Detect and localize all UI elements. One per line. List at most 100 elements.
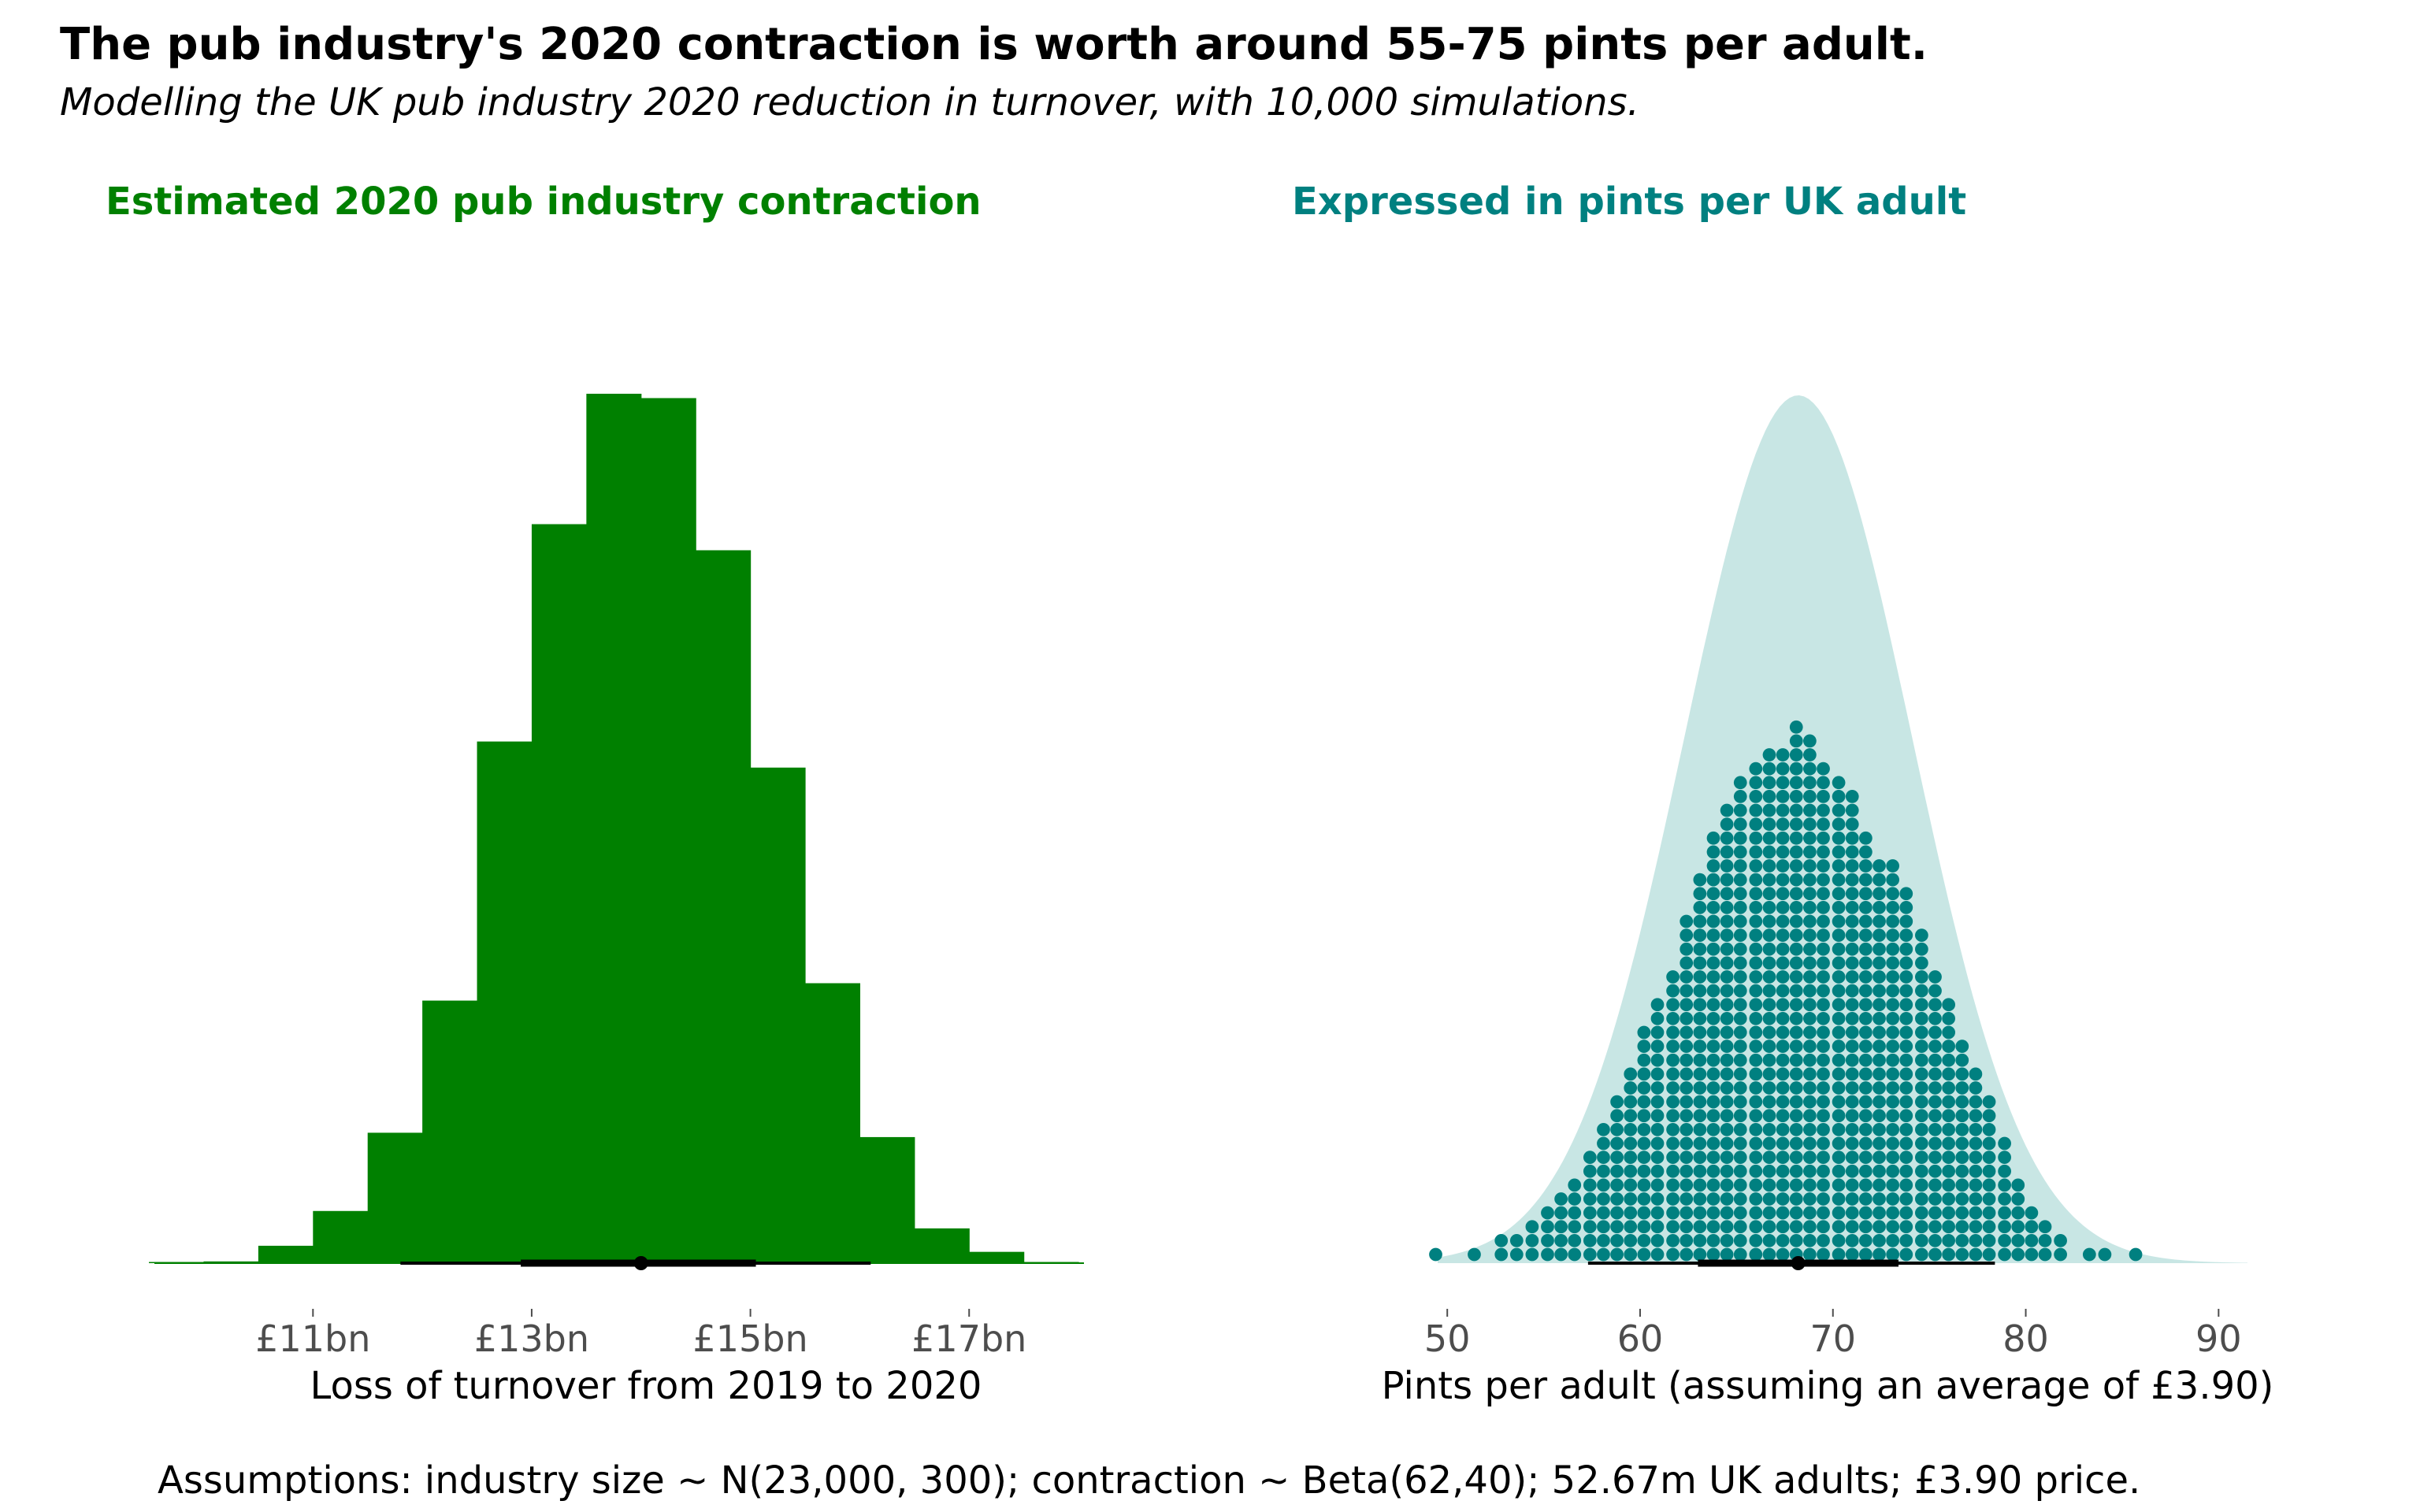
dot-point (1803, 1109, 1817, 1123)
dot-point (1733, 901, 1747, 914)
dot-point (1803, 928, 1817, 943)
dot-point (1749, 1192, 1763, 1206)
dot-point (1789, 873, 1803, 887)
dot-point (1803, 1206, 1817, 1220)
dot-point (1928, 1025, 1942, 1040)
dot-point (1914, 1012, 1928, 1025)
dot-point (1637, 1067, 1651, 1081)
right-x-axis-title: Pints per adult (assuming an average of … (1382, 1364, 2274, 1408)
dot-point (1666, 1012, 1680, 1025)
dot-point (1762, 831, 1776, 845)
dot-point (1693, 1247, 1707, 1262)
dot-point (1817, 817, 1830, 832)
dot-point (1914, 970, 1928, 984)
dot-point (1886, 1012, 1900, 1025)
histogram-bar (422, 1000, 478, 1263)
dot-point (1666, 1164, 1680, 1178)
dot-point (1817, 762, 1830, 776)
dot-point (1762, 748, 1776, 762)
dot-point (1942, 1192, 1956, 1206)
dot-point (1720, 998, 1734, 1012)
dot-point (1680, 984, 1694, 998)
dot-point (1650, 1234, 1665, 1247)
dot-point (1817, 1123, 1830, 1136)
dot-point (1998, 1206, 2011, 1220)
dot-point (1776, 762, 1790, 776)
dot-point (1886, 942, 1900, 956)
dot-point (1693, 1123, 1707, 1136)
histogram-bar (586, 394, 642, 1263)
dot-point (1859, 1220, 1873, 1234)
dot-point (1706, 1025, 1720, 1040)
dot-point (1969, 1164, 1983, 1178)
dot-point (1914, 1025, 1928, 1040)
dot-point (1650, 1123, 1665, 1136)
dot-point (1680, 1053, 1694, 1067)
dot-point (1789, 914, 1803, 928)
histogram-bar (805, 983, 861, 1263)
dot-point (1494, 1234, 1509, 1247)
dot-point (1899, 1234, 1913, 1247)
dot-point (1914, 1123, 1928, 1136)
dot-point (1720, 1012, 1734, 1025)
dot-point (1803, 776, 1817, 790)
dot-point (1762, 887, 1776, 901)
dot-point (1886, 914, 1900, 928)
dot-point (1873, 914, 1886, 928)
dot-point (1650, 1025, 1665, 1040)
dot-point (1650, 998, 1665, 1012)
dot-point (1969, 1136, 1983, 1151)
dot-point (1899, 1109, 1913, 1123)
chart-caption: Assumptions: industry size ~ N(23,000, 3… (158, 1458, 2141, 1503)
dot-point (1624, 1095, 1638, 1109)
dot-point (1832, 776, 1846, 790)
dot-point (1693, 1040, 1707, 1054)
right-dotplot-panel: 50 60 70 80 90 (1424, 395, 2247, 1360)
dot-point (1693, 1178, 1707, 1192)
dot-point (1817, 845, 1830, 859)
dot-point (1886, 1123, 1900, 1136)
dot-point (1845, 901, 1859, 914)
dot-point (1650, 1192, 1665, 1206)
dot-point (2011, 1178, 2025, 1192)
dot-point (1859, 928, 1873, 943)
dot-point (1817, 901, 1830, 914)
dot-point (1886, 984, 1900, 998)
dot-point (1762, 859, 1776, 873)
dot-point (1873, 887, 1886, 901)
dot-point (1525, 1234, 1539, 1247)
dot-point (1832, 1192, 1846, 1206)
dot-point (1650, 1164, 1665, 1178)
dot-point (1568, 1220, 1582, 1234)
dot-point (1762, 1247, 1776, 1262)
dot-point (1982, 1192, 1996, 1206)
dot-point (1693, 1234, 1707, 1247)
dot-point (1776, 790, 1790, 803)
dot-point (1733, 1136, 1747, 1151)
dot-point (1776, 1067, 1790, 1081)
dot-point (1859, 1123, 1873, 1136)
dot-point (1832, 831, 1846, 845)
dot-point (1873, 1109, 1886, 1123)
dot-point (1706, 956, 1720, 970)
dot-point (1873, 1012, 1886, 1025)
dot-point (1832, 1053, 1846, 1067)
dot-point (1720, 1067, 1734, 1081)
dot-point (1706, 1151, 1720, 1165)
dot-point (1720, 956, 1734, 970)
dot-point (1886, 1164, 1900, 1178)
dot-point (1914, 956, 1928, 970)
dot-point (1776, 873, 1790, 887)
dot-point (1776, 928, 1790, 943)
dot-point (1914, 1040, 1928, 1054)
dot-point (1789, 956, 1803, 970)
dot-point (1998, 1136, 2011, 1151)
dot-point (1817, 859, 1830, 873)
dot-point (1832, 901, 1846, 914)
dot-point (1597, 1192, 1610, 1206)
dot-point (1928, 984, 1942, 998)
dot-point (1928, 1136, 1942, 1151)
dot-point (1914, 984, 1928, 998)
dot-point (1955, 1151, 1969, 1165)
dot-point (1680, 1025, 1694, 1040)
